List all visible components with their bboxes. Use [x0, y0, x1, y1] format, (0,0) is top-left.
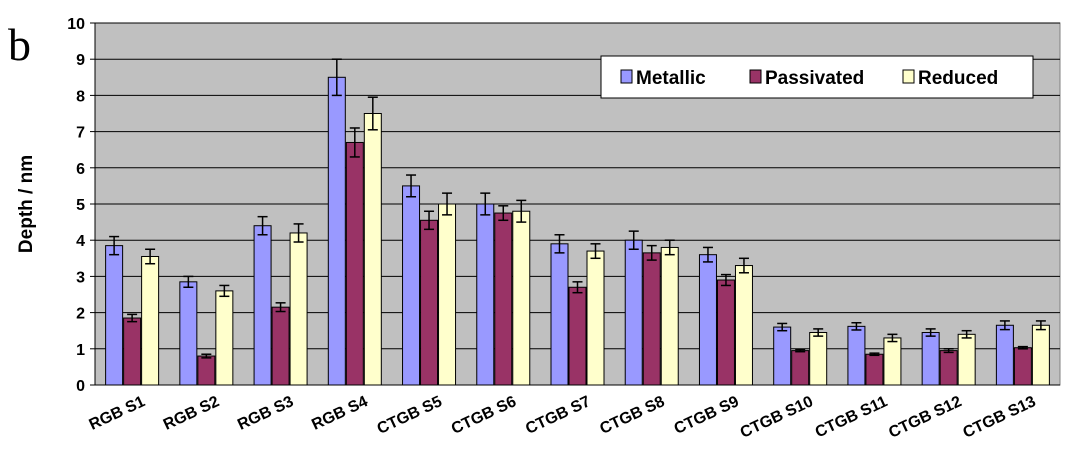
y-tick-label: 3 [76, 269, 85, 286]
legend-swatch [902, 69, 915, 84]
bar [253, 225, 272, 386]
bar [957, 333, 976, 386]
bar [476, 203, 495, 386]
bar [716, 279, 735, 386]
bar [550, 243, 569, 386]
bar [995, 324, 1014, 386]
bar [289, 232, 308, 386]
y-axis: 0 1 2 3 4 5 6 7 8 9 10 [67, 16, 96, 395]
x-tick-label: CTGB S10 [738, 393, 816, 442]
bar [1031, 324, 1050, 386]
y-tick-label: 0 [76, 378, 85, 395]
y-tick-label: 9 [76, 52, 85, 69]
legend-label: Metallic [636, 68, 706, 89]
bar [197, 355, 216, 386]
x-tick-label: RGB S2 [161, 393, 222, 434]
bar [438, 203, 457, 386]
y-axis-label: Depth / nm [16, 155, 37, 253]
bar [1013, 347, 1032, 386]
bar [847, 325, 866, 386]
x-tick-label: RGB S3 [235, 393, 296, 434]
bar [791, 350, 810, 386]
x-tick-label: CTGB S6 [449, 393, 519, 438]
y-tick-label: 2 [76, 306, 85, 323]
y-tick-label: 4 [76, 233, 85, 250]
x-tick-label: RGB S1 [87, 393, 148, 434]
bar [773, 326, 792, 386]
x-tick-label: CTGB S13 [960, 393, 1038, 442]
y-tick-label: 5 [76, 197, 85, 214]
bar [494, 212, 513, 386]
x-tick-label: CTGB S8 [597, 393, 667, 438]
y-tick-label: 7 [76, 125, 85, 142]
bar [809, 332, 828, 386]
bar [883, 337, 902, 386]
bar [123, 317, 142, 386]
error-bars [109, 58, 1046, 359]
bar [939, 350, 958, 386]
x-tick-label: CTGB S7 [523, 393, 593, 438]
bar [624, 239, 643, 386]
bar [345, 141, 364, 386]
bar [865, 353, 884, 386]
x-tick-label: CTGB S12 [886, 393, 964, 442]
bar [512, 210, 531, 386]
bar [660, 246, 679, 386]
legend-label: Passivated [765, 68, 864, 89]
bar [215, 290, 234, 386]
legend-box [600, 55, 1034, 99]
bar [734, 265, 753, 386]
panel-label: b [8, 19, 31, 70]
bar [141, 255, 160, 386]
x-tick-label: RGB S4 [309, 393, 370, 434]
bar [327, 76, 346, 386]
bar [105, 245, 124, 386]
bar [179, 281, 198, 386]
bar [586, 250, 605, 386]
legend-label: Reduced [918, 68, 998, 89]
x-tick-label: CTGB S11 [813, 393, 890, 441]
bar [271, 306, 290, 386]
x-tick-label: CTGB S5 [375, 393, 445, 438]
x-tick-label: CTGB S9 [672, 393, 742, 438]
bar [402, 185, 421, 386]
legend: Metallic Passivated Reduced [600, 55, 1034, 99]
x-axis: RGB S1 RGB S2 RGB S3 RGB S4 CTGB S5 CTGB S6 CT… [87, 384, 1060, 442]
bar [921, 332, 940, 386]
legend-swatch [620, 69, 633, 84]
bar [420, 219, 439, 386]
legend-swatch [749, 69, 762, 84]
bar [568, 286, 587, 386]
bar [698, 254, 717, 386]
y-tick-label: 1 [76, 342, 85, 359]
y-tick-label: 6 [76, 161, 85, 178]
bar [363, 113, 382, 386]
y-tick-label: 8 [76, 88, 85, 105]
y-tick-label: 10 [67, 16, 85, 33]
bar [642, 252, 661, 386]
